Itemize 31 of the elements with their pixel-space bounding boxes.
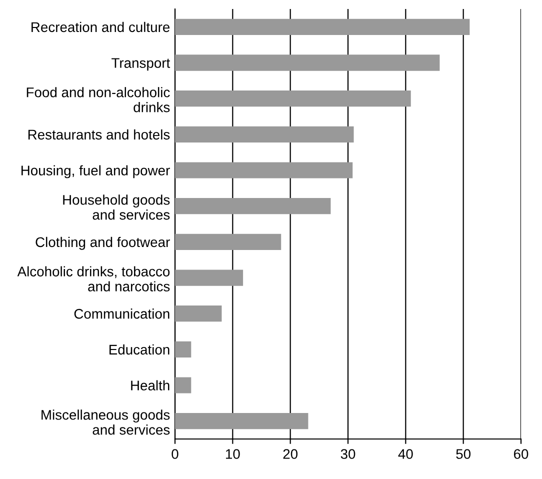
bar (175, 18, 470, 35)
y-tick-label: Miscellaneous goods and services (42, 410, 170, 435)
y-tick-label: Alcoholic drinks, tobacco and narcotics (17, 266, 170, 292)
y-tick-label: Transport (112, 58, 170, 71)
y-tick-label: Communication (74, 308, 170, 319)
bar (175, 54, 440, 71)
x-tick-label: 40 (398, 449, 413, 459)
bar (175, 198, 331, 214)
bar (175, 270, 244, 286)
y-tick-label: Housing, fuel and power (22, 165, 170, 178)
bar (175, 90, 411, 107)
y-tick-label: Food and non-alcoholic drinks (26, 87, 170, 112)
bar (175, 234, 282, 250)
bar (175, 126, 354, 142)
x-tick-label: 10 (226, 449, 240, 459)
bar (175, 377, 192, 394)
x-tick-label: 20 (283, 449, 298, 459)
bar (175, 413, 308, 430)
bar (175, 306, 222, 322)
x-tick-label: 60 (514, 449, 528, 459)
y-tick-label: Education (110, 344, 170, 355)
bar (175, 162, 353, 178)
x-tick-label: 30 (340, 449, 356, 459)
y-tick-label: Recreation and culture (32, 22, 170, 32)
y-tick-label: Restaurants and hotels (28, 129, 170, 140)
x-tick-label: 0 (172, 449, 178, 459)
x-tick-label: 50 (456, 449, 471, 459)
y-tick-label: Clothing and footwear (36, 236, 170, 250)
bar (175, 341, 192, 358)
y-tick-label: Health (131, 380, 170, 390)
y-tick-label: Household goods and services (63, 194, 170, 220)
